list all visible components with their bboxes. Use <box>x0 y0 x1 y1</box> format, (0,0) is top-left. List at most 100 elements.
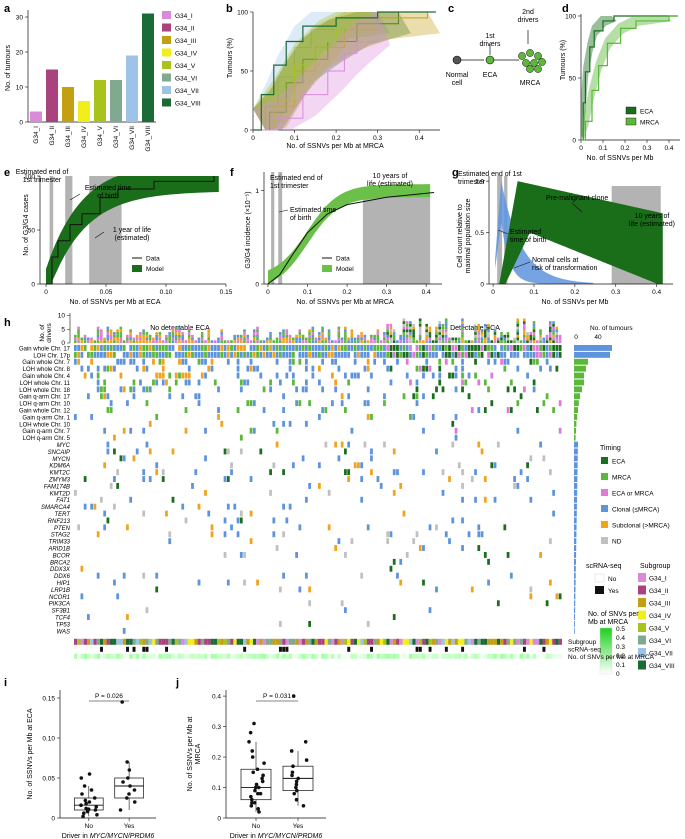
h-ssnv-cell <box>464 653 468 659</box>
h-top-tick-label: 0 <box>61 340 65 347</box>
h-cell <box>477 379 481 386</box>
h-cell <box>396 358 399 365</box>
h-subgroup-cell <box>282 638 286 645</box>
h-ssnv-cell <box>405 653 410 659</box>
h-cell <box>288 365 292 372</box>
h-cell <box>272 345 276 351</box>
a-legend-swatch <box>162 86 171 94</box>
h-cell <box>181 358 185 365</box>
h-driver-bar <box>80 337 84 341</box>
h-driver-bar <box>405 337 409 341</box>
h-driver-bar <box>321 326 324 330</box>
h-cell <box>529 586 533 593</box>
h-driver-bar <box>288 334 292 338</box>
h-cell <box>405 552 409 558</box>
h-cell <box>539 552 542 558</box>
h-ssnv-cell <box>435 653 439 659</box>
h-driver-bar <box>347 337 350 341</box>
h-cell <box>181 372 185 379</box>
h-cell <box>80 351 84 358</box>
h-driver-bar <box>392 340 396 343</box>
h-cell <box>272 517 276 524</box>
h-cell <box>461 496 464 503</box>
h-driver-bar <box>106 334 110 338</box>
h-row-label: WAS <box>56 629 70 635</box>
h-driver-bar <box>174 329 178 333</box>
h-driver-bar <box>392 337 396 341</box>
h-driver-bar <box>483 329 487 333</box>
h-cell <box>487 358 490 365</box>
h-cell <box>249 427 253 434</box>
h-subgroup-cell <box>415 638 419 645</box>
f-legend-label: Data <box>336 256 350 263</box>
h-driver-bar <box>405 321 409 324</box>
h-cell <box>308 400 312 407</box>
h-cell <box>431 351 435 358</box>
h-ssnv-cell <box>431 653 436 659</box>
h-ssnv-cell <box>194 653 198 659</box>
h-timing-swatch <box>601 537 608 544</box>
h-cell <box>155 379 159 386</box>
normal-cell-icon <box>452 55 462 65</box>
h-driver-bar <box>474 337 477 341</box>
h-cell <box>233 503 237 510</box>
h-ssnv-cell <box>347 653 351 659</box>
h-cell <box>334 386 338 393</box>
h-driver-bar <box>386 334 389 338</box>
h-cell <box>210 345 214 351</box>
panel-h-letter: h <box>4 317 11 329</box>
h-cell <box>223 517 227 524</box>
i-plot-point <box>132 800 137 804</box>
h-subgroup-swatch <box>638 660 646 670</box>
mrca-cluster-icon <box>518 49 546 73</box>
h-driver-bar <box>239 340 243 343</box>
h-ssnv-cell <box>168 653 172 659</box>
h-right-tick: 0 <box>574 334 578 341</box>
h-driver-bar <box>558 337 562 341</box>
h-cell <box>441 469 445 476</box>
h-cell <box>535 351 539 358</box>
h-scrna-label: Yes <box>608 588 619 595</box>
h-cell <box>207 510 211 517</box>
h-right-bar <box>574 393 580 400</box>
h-driver-bar <box>308 332 311 335</box>
h-cell <box>187 345 191 351</box>
f-xtick-label: 0.3 <box>382 289 391 296</box>
h-cell <box>103 386 107 393</box>
h-ssnv-cell <box>106 653 110 659</box>
h-driver-bar <box>236 340 240 343</box>
h-driver-bar <box>259 340 263 343</box>
h-driver-bar <box>152 337 155 341</box>
h-driver-bar <box>327 337 331 341</box>
h-cell <box>454 427 458 434</box>
h-cell <box>119 345 123 351</box>
h-cell <box>301 345 305 351</box>
h-cell <box>155 586 159 593</box>
i-plot-point <box>127 768 132 772</box>
j-plot-point <box>247 740 251 744</box>
h-cell <box>532 358 536 365</box>
h-cell <box>304 345 308 351</box>
h-driver-bar <box>386 329 389 333</box>
h-cell <box>470 351 474 358</box>
h-timing-swatch <box>601 521 608 528</box>
h-cell <box>324 351 328 358</box>
h-driver-bar <box>552 323 555 327</box>
h-cell <box>493 496 497 503</box>
h-driver-bar <box>555 332 559 335</box>
h-driver-bar <box>412 340 415 343</box>
h-cell <box>200 351 204 358</box>
h-cell <box>187 351 191 358</box>
g-ann-arrow <box>513 261 531 269</box>
h-cell <box>461 483 464 489</box>
h-driver-bar <box>285 334 289 338</box>
h-driver-bar <box>483 337 487 341</box>
h-driver-bar <box>165 337 168 341</box>
h-cell <box>217 351 220 358</box>
h-driver-bar <box>454 340 458 343</box>
h-ssnv-cell <box>438 653 442 659</box>
h-driver-bar <box>552 337 555 341</box>
e-legend-swatch <box>132 265 142 272</box>
h-row-label: SMARCA4 <box>41 505 71 511</box>
h-cell <box>100 345 103 351</box>
